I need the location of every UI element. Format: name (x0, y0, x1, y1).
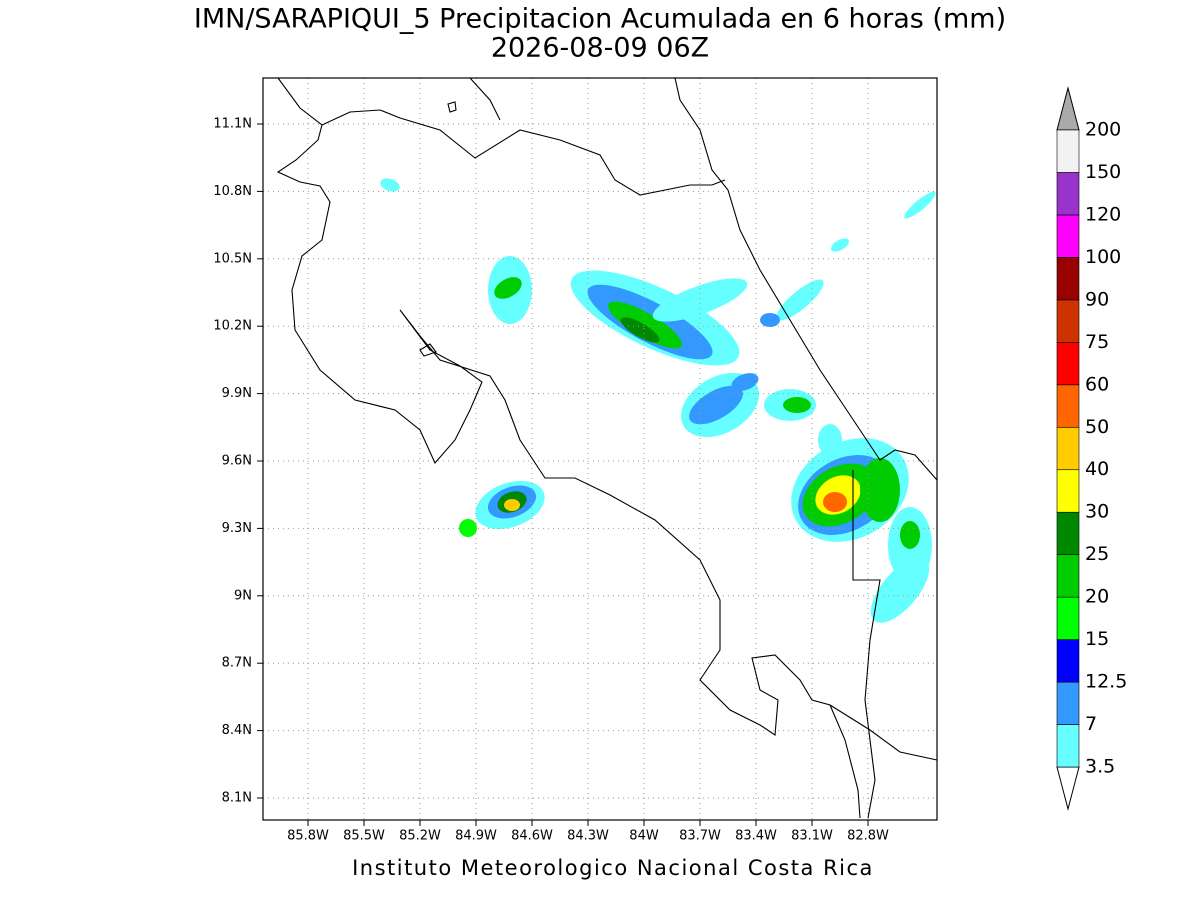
footer: Instituto Meteorologico Nacional Costa R… (352, 856, 874, 880)
colorbar: 3.5 7 12.5 15 20 25 30 40 50 60 75 90 100 120 150 200 (1056, 86, 1127, 811)
colorbar-swatch (1056, 469, 1080, 513)
colorbar-swatch (1056, 384, 1080, 428)
x-tick-label: 84W (629, 829, 659, 844)
rain-area (830, 238, 850, 252)
colorbar-label: 100 (1085, 246, 1121, 268)
border-line (321, 109, 726, 196)
x-tick-label: 85.2W (399, 829, 441, 844)
colorbar-swatch (1056, 214, 1080, 258)
y-tick-label: 8.1N (222, 791, 252, 806)
rain-area (823, 492, 847, 512)
subtitle: 2026-08-09 06Z (491, 33, 709, 64)
rain-area (783, 397, 811, 413)
colorbar-label: 25 (1085, 543, 1109, 565)
rain-area (504, 499, 520, 511)
rain-area (731, 373, 759, 391)
colorbar-swatch (1056, 342, 1080, 386)
title: IMN/SARAPIQUI_5 Precipitacion Acumulada … (194, 4, 1006, 35)
colorbar-label: 12.5 (1085, 671, 1127, 693)
colorbar-label: 3.5 (1085, 756, 1115, 778)
colorbar-label: 150 (1085, 161, 1121, 183)
colorbar-swatch (1056, 426, 1080, 471)
x-tick-label: 83.1W (791, 829, 833, 844)
rain-area (494, 277, 522, 299)
colorbar-label: 20 (1085, 586, 1109, 608)
y-tick-label: 9.3N (222, 521, 252, 536)
lake-line (419, 101, 457, 357)
colorbar-swatch (1056, 724, 1080, 768)
x-tick-label: 83.7W (679, 829, 721, 844)
x-tick-label: 83.4W (735, 829, 777, 844)
border-line (852, 470, 881, 819)
colorbar-label: 15 (1085, 628, 1109, 650)
rain-area (776, 279, 824, 321)
x-tick-label: 85.8W (287, 829, 329, 844)
y-tick-label: 9.6N (222, 454, 252, 469)
coast-line (674, 77, 938, 481)
y-tick-label: 11.1N (213, 117, 252, 132)
rain-area (900, 521, 920, 549)
map-frame (262, 77, 938, 821)
colorbar-label: 200 (1085, 119, 1121, 141)
rain-area (689, 385, 743, 425)
rain-area (760, 313, 780, 327)
colorbar-swatch (1056, 129, 1080, 173)
colorbar-label: 120 (1085, 203, 1121, 225)
coast-line (469, 77, 501, 121)
y-tick-label: 10.8N (213, 184, 252, 199)
coast-line (829, 704, 938, 761)
rain-area (818, 424, 842, 456)
rain-area (652, 278, 748, 322)
colorbar-label: 90 (1085, 288, 1109, 310)
colorbar-swatch (1056, 257, 1080, 301)
y-tick-label: 9.9N (222, 386, 252, 401)
rain-area (620, 317, 660, 343)
coastline (276, 77, 938, 819)
axis-ticks: 85.8W 85.5W 85.2W 84.9W 84.6W 84.3W 84W 83.7W 83… (213, 117, 889, 844)
colorbar-swatch (1056, 511, 1080, 555)
colorbar-label: 7 (1085, 713, 1097, 735)
x-tick-label: 85.5W (343, 829, 385, 844)
precipitation-field (380, 178, 936, 623)
y-tick-label: 8.7N (222, 656, 252, 671)
rain-area (870, 557, 930, 623)
colorbar-swatch (1056, 554, 1080, 598)
y-tick-label: 10.2N (213, 319, 252, 334)
y-tick-label: 10.5N (213, 251, 252, 266)
rain-area (904, 191, 936, 219)
rain-area (380, 178, 400, 192)
colorbar-above (1056, 86, 1080, 131)
colorbar-label: 50 (1085, 416, 1109, 438)
colorbar-swatch (1056, 639, 1080, 683)
x-tick-label: 84.9W (455, 829, 497, 844)
colorbar-label: 75 (1085, 331, 1109, 353)
y-tick-label: 9N (234, 588, 252, 603)
colorbar-below (1056, 766, 1080, 811)
x-tick-label: 84.3W (567, 829, 609, 844)
colorbar-swatch (1056, 596, 1080, 640)
colorbar-swatch (1056, 172, 1080, 216)
colorbar-label: 40 (1085, 458, 1109, 480)
x-tick-label: 84.6W (511, 829, 553, 844)
colorbar-swatch (1056, 299, 1080, 343)
colorbar-swatch (1056, 681, 1080, 725)
rain-area (860, 458, 900, 522)
colorbar-label: 30 (1085, 501, 1109, 523)
y-tick-label: 8.4N (222, 723, 252, 738)
colorbar-label: 60 (1085, 373, 1109, 395)
x-tick-label: 82.8W (847, 829, 889, 844)
grid (263, 78, 937, 820)
coast-line (276, 77, 861, 819)
